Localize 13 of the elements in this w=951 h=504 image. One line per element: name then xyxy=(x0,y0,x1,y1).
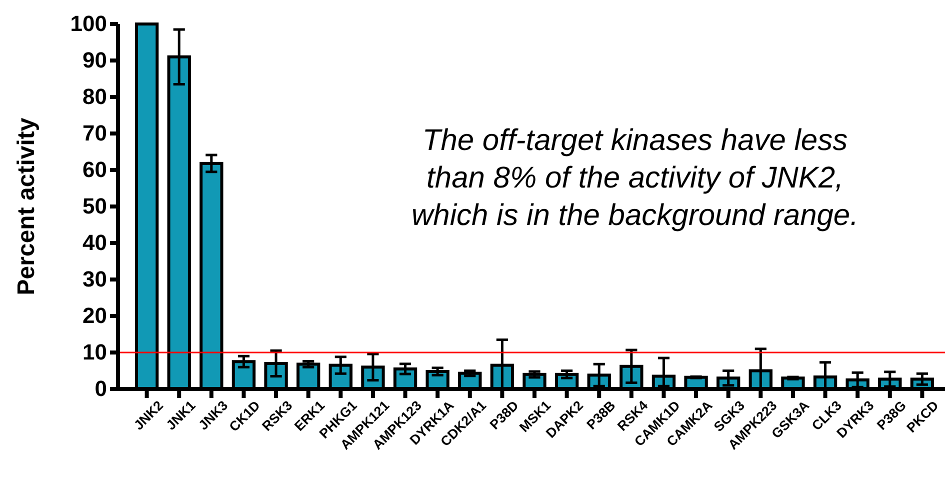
y-tick-label: 40 xyxy=(82,230,107,256)
y-tick-label: 0 xyxy=(94,376,107,402)
y-tick-label: 70 xyxy=(82,120,107,146)
y-tick-label: 100 xyxy=(70,11,107,36)
y-axis-title: Percent activity xyxy=(13,117,40,296)
y-tick-label: 50 xyxy=(82,194,107,219)
y-tick-label: 60 xyxy=(82,157,107,182)
annotation: The off-target kinases have less than 8% of the activity of JNK2, which is in the background range. xyxy=(412,124,858,232)
y-tick-label: 20 xyxy=(82,303,107,328)
y-tick-label: 10 xyxy=(82,340,107,365)
y-tick-label: 80 xyxy=(82,84,107,110)
y-tick-label: 30 xyxy=(82,266,107,292)
y-tick-label: 90 xyxy=(82,48,107,73)
